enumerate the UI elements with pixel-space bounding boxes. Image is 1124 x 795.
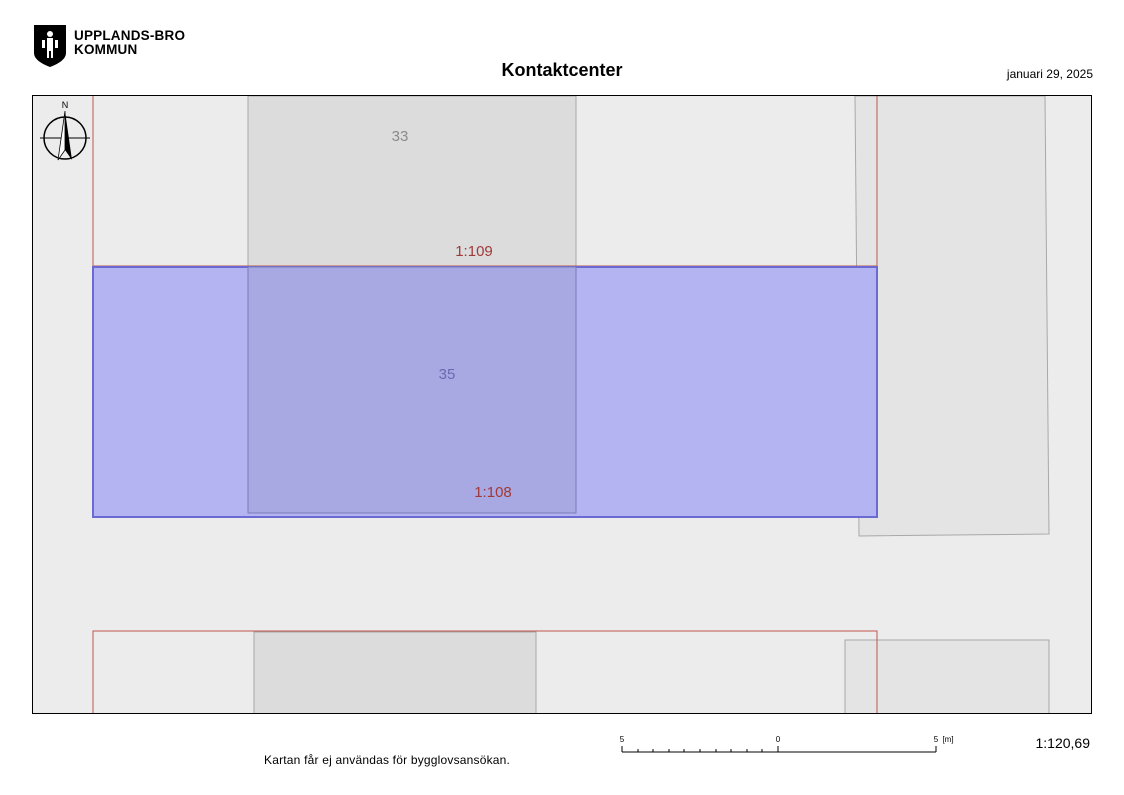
- building-35[interactable]: [247, 266, 577, 514]
- building-right[interactable]: [854, 96, 1050, 537]
- scalebar-label-left: 5: [620, 735, 625, 744]
- scale-bar: 5 0 5 [m]: [616, 732, 961, 763]
- disclaimer-text: Kartan får ej användas för bygglovsansök…: [264, 753, 511, 767]
- coat-of-arms-icon: [34, 25, 66, 67]
- org-name-line1: UPPLANDS-BRO: [74, 28, 186, 43]
- scalebar-label-mid: 0: [776, 735, 781, 744]
- north-arrow-icon: N: [40, 100, 90, 161]
- map-view[interactable]: 33 1:109 35 1:108 N: [32, 95, 1092, 714]
- org-name-line2: KOMMUN: [74, 42, 138, 57]
- municipality-logo: UPPLANDS-BRO KOMMUN: [34, 25, 204, 67]
- building-bottom-right[interactable]: [844, 639, 1050, 713]
- map-canvas: 33 1:109 35 1:108 N: [40, 96, 1050, 713]
- property-label-upper: 1:109: [455, 243, 493, 260]
- scale-ratio: 1:120,69: [1035, 735, 1091, 751]
- property-label-selected: 1:108: [474, 484, 512, 501]
- scalebar-unit: [m]: [942, 735, 953, 744]
- building-label-33: 33: [392, 128, 409, 145]
- print-date: januari 29, 2025: [1006, 67, 1093, 81]
- property-boundary-lower: [92, 630, 878, 713]
- north-label: N: [62, 100, 69, 110]
- scalebar-label-right: 5: [934, 735, 939, 744]
- building-label-35: 35: [439, 366, 456, 383]
- building-bottom-left[interactable]: [253, 631, 537, 713]
- page-title: Kontaktcenter: [501, 60, 623, 80]
